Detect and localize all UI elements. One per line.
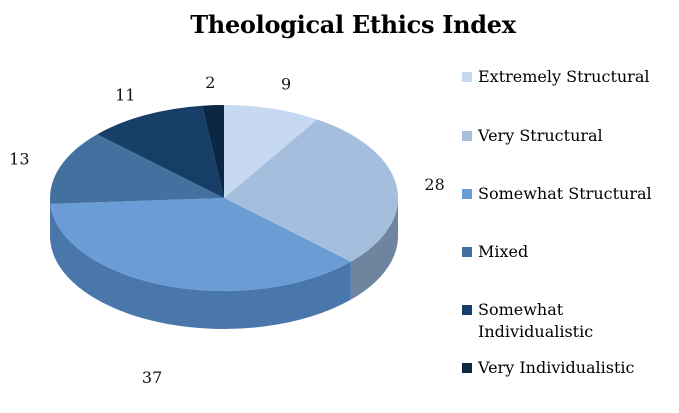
legend-item: Very Individualistic xyxy=(462,357,635,379)
legend-swatch xyxy=(462,247,472,257)
data-label-1: 28 xyxy=(424,175,444,194)
pie-side-1 xyxy=(350,198,398,300)
pie-slice-4 xyxy=(97,105,224,198)
legend-label: Very Individualistic xyxy=(478,358,635,377)
pie-slice-0 xyxy=(224,105,318,198)
pie-slice-1 xyxy=(224,119,398,262)
pie-slice-2 xyxy=(50,198,351,292)
legend-swatch xyxy=(462,363,472,373)
legend-label: Somewhat Structural xyxy=(478,184,652,203)
legend-label: Mixed xyxy=(478,242,529,261)
legend-item: Mixed xyxy=(462,241,528,263)
legend-swatch xyxy=(462,305,472,315)
data-label-5: 2 xyxy=(205,73,215,92)
legend-label: Somewhat Individualistic xyxy=(478,300,594,341)
data-label-0: 9 xyxy=(281,75,291,94)
legend-label: Very Structural xyxy=(478,126,603,145)
legend-item: Extremely Structural xyxy=(462,66,649,88)
legend-swatch xyxy=(462,131,472,141)
chart-title: Theological Ethics Index xyxy=(190,10,516,39)
data-labels: 9 28 37 13 11 2 xyxy=(9,73,445,387)
data-label-2: 37 xyxy=(142,368,162,387)
legend-label: Extremely Structural xyxy=(478,67,650,86)
data-label-4: 11 xyxy=(115,85,135,104)
pie-side-2 xyxy=(50,203,351,329)
legend-swatch xyxy=(462,72,472,82)
data-label-3: 13 xyxy=(9,150,29,169)
pie-slice-3 xyxy=(50,134,224,204)
legend-swatch xyxy=(462,189,472,199)
pie-slice-5 xyxy=(202,105,224,198)
legend-item: Somewhat Individualistic xyxy=(462,299,628,343)
pie-slices xyxy=(50,105,398,292)
legend-item: Very Structural xyxy=(462,125,603,147)
legend-item: Somewhat Structural xyxy=(462,183,652,205)
pie-sides xyxy=(50,198,398,329)
